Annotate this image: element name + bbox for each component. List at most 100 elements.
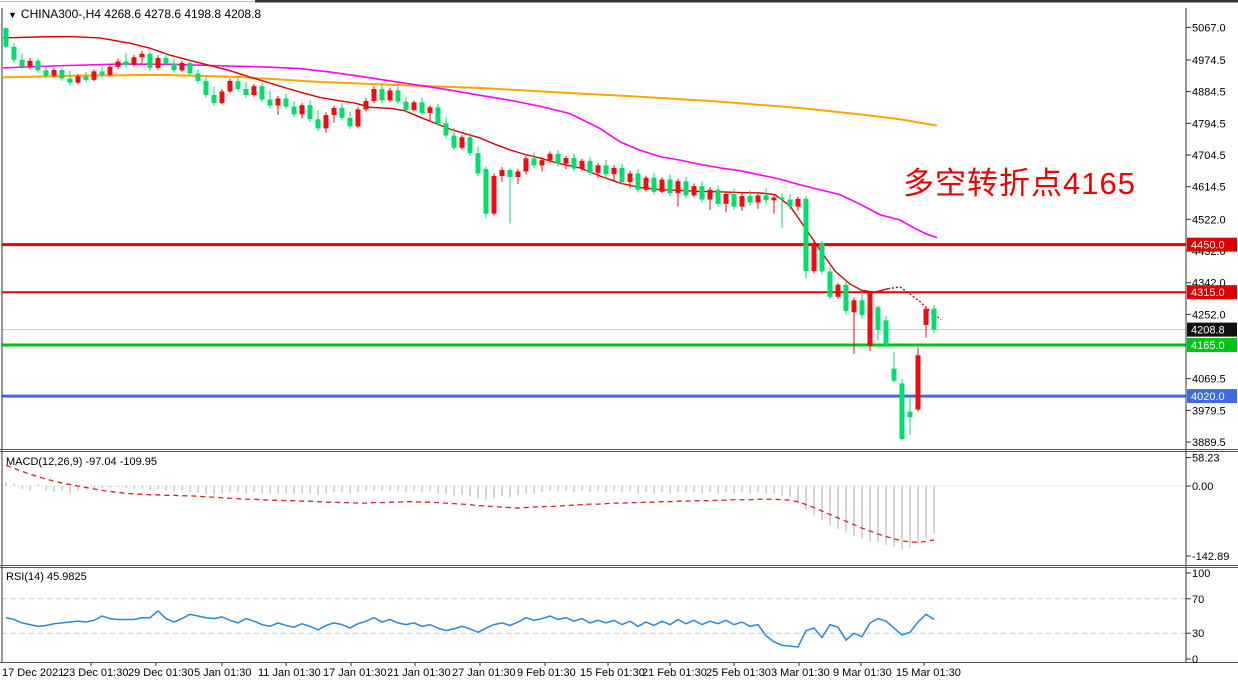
candle [883, 320, 889, 345]
time-axis-label[interactable]: 15 Mar 01:30 [896, 667, 961, 679]
time-axis-label[interactable]: 25 Feb 01:30 [706, 667, 771, 679]
candle [627, 173, 633, 182]
candle [355, 109, 361, 127]
candle [75, 76, 81, 83]
candle [787, 199, 793, 207]
candle [467, 137, 473, 154]
price-tick-label: 4884.5 [1192, 87, 1226, 99]
candle [635, 173, 641, 190]
price-tick-label: 5067.0 [1192, 22, 1226, 34]
candle [547, 153, 553, 161]
time-axis-label[interactable]: 29 Dec 01:30 [128, 667, 193, 679]
rsi-line [5, 609, 935, 648]
candle [923, 308, 929, 325]
candle [91, 71, 97, 80]
candle [819, 242, 825, 272]
candle [371, 88, 377, 101]
time-axis-label[interactable]: 11 Jan 01:30 [258, 667, 321, 679]
candle [59, 69, 65, 79]
candle [859, 300, 865, 316]
candle [707, 189, 713, 200]
time-axis-label[interactable]: 17 Dec 2021 [2, 667, 64, 679]
candle [651, 177, 657, 192]
candle [907, 411, 913, 418]
candle [27, 60, 33, 67]
candle [3, 28, 9, 47]
candle [555, 153, 561, 164]
candle [219, 91, 225, 104]
candle [395, 90, 401, 102]
candle [827, 271, 833, 297]
macd-tick-label: 58.23 [1192, 452, 1220, 464]
price-tick-label: 4794.5 [1192, 118, 1226, 130]
time-axis-label[interactable]: 5 Jan 01:30 [194, 667, 252, 679]
time-axis-label[interactable]: 27 Jan 01:30 [452, 667, 516, 679]
candle [867, 292, 873, 347]
candle [139, 53, 145, 58]
candle [763, 195, 769, 201]
candle [427, 107, 433, 113]
rsi-tick-label: 30 [1192, 628, 1204, 640]
candle [387, 90, 393, 101]
rsi-indicator-label: RSI(14) 45.9825 [6, 571, 87, 583]
time-axis-label[interactable]: 3 Mar 01:30 [771, 667, 830, 679]
candle [931, 308, 937, 330]
candle [259, 86, 265, 100]
price-badge [1187, 338, 1237, 353]
candle [675, 181, 681, 194]
chart-title: CHINA300-,H4 4268.6 4278.6 4198.8 4208.8 [20, 7, 262, 21]
candle [235, 80, 241, 89]
time-axis-label[interactable]: 21 Feb 01:30 [642, 667, 707, 679]
annotation-text: 多空转折点4165 [903, 166, 1136, 201]
time-axis-label[interactable]: 21 Jan 01:30 [387, 667, 451, 679]
candle [227, 80, 233, 92]
candle [195, 73, 201, 81]
candle [915, 355, 921, 410]
candle [723, 193, 729, 204]
candle [339, 108, 345, 118]
candle [459, 137, 465, 148]
price-badge [1187, 285, 1237, 300]
symbol-dropdown-icon[interactable]: ▼ [8, 10, 17, 20]
price-badge-label: 4020.0 [1191, 391, 1225, 403]
time-axis-label[interactable]: 9 Feb 01:30 [517, 667, 576, 679]
candle [483, 168, 489, 214]
candle [499, 169, 505, 176]
candle [611, 167, 617, 175]
candle [491, 175, 497, 214]
candle [579, 160, 585, 169]
candle [307, 105, 313, 120]
price-badge [1187, 322, 1237, 337]
candle [131, 57, 137, 66]
candle [115, 61, 121, 67]
time-axis-label[interactable]: 23 Dec 01:30 [63, 667, 128, 679]
candle [19, 59, 25, 67]
rsi-tick-label: 70 [1192, 594, 1204, 606]
time-axis-label[interactable]: 17 Jan 01:30 [323, 667, 387, 679]
candle [747, 196, 753, 203]
price-tick-label: 4252.0 [1192, 309, 1226, 321]
candle [643, 177, 649, 190]
candle [523, 158, 529, 172]
candle [739, 196, 745, 207]
candle [403, 101, 409, 111]
window-top-strip [255, 0, 1238, 3]
candle [155, 58, 161, 68]
candle [875, 307, 881, 330]
candle [507, 169, 513, 178]
candle [851, 300, 857, 313]
price-tick-label: 4614.5 [1192, 182, 1226, 194]
candle [123, 61, 129, 66]
candle [899, 383, 905, 440]
candle [771, 197, 777, 201]
price-badge-label: 4450.0 [1191, 240, 1225, 252]
candle [251, 86, 257, 95]
candle [171, 63, 177, 71]
rsi-tick-label: 100 [1192, 568, 1210, 580]
time-axis-label[interactable]: 15 Feb 01:30 [580, 667, 645, 679]
time-axis-label[interactable]: 9 Mar 01:30 [833, 667, 892, 679]
candle [539, 160, 545, 166]
candle [699, 186, 705, 200]
candle [587, 160, 593, 173]
